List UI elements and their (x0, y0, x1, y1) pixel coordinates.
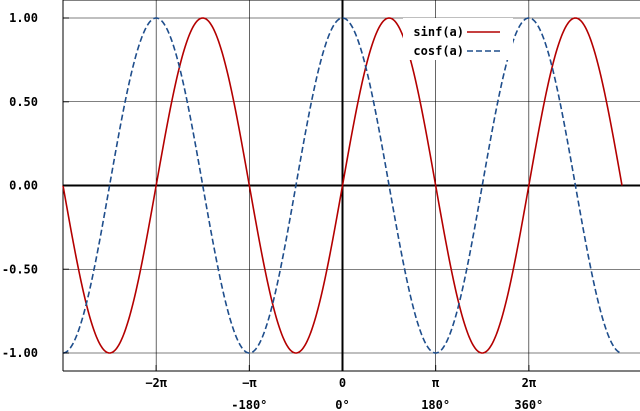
x-tick-label: −π (242, 376, 257, 390)
x-tick-sublabel: 180° (421, 398, 450, 411)
x-tick-sublabel: 0° (335, 398, 349, 411)
x-tick-label: 2π (522, 376, 537, 390)
y-tick-label: -1.00 (2, 346, 38, 360)
series-line-sin (62, 17, 623, 354)
x-tick-label: 0 (339, 376, 346, 390)
x-tick-label: π (432, 376, 440, 390)
x-tick-sublabel: 360° (514, 398, 543, 411)
legend-label-cos: cosf(a) (413, 44, 464, 58)
y-tick-label: -0.50 (2, 262, 38, 276)
series-group (62, 17, 623, 354)
legend-label-sin: sinf(a) (413, 25, 464, 39)
plot-frame (62, 0, 640, 372)
legend-background (403, 18, 513, 60)
x-tick-label: −2π (145, 376, 167, 390)
legend: sinf(a) cosf(a) (403, 18, 513, 60)
tick-labels: 1.00 0.50 0.00 -0.50 -1.00 −2π −π -180° 0 0° π 180°… (2, 11, 543, 411)
y-tick-label: 0.50 (9, 95, 38, 109)
x-tick-sublabel: -180° (231, 398, 267, 411)
y-tick-label: 1.00 (9, 11, 38, 25)
series-line-cos (62, 17, 623, 354)
y-tick-label: 0.00 (9, 179, 38, 193)
